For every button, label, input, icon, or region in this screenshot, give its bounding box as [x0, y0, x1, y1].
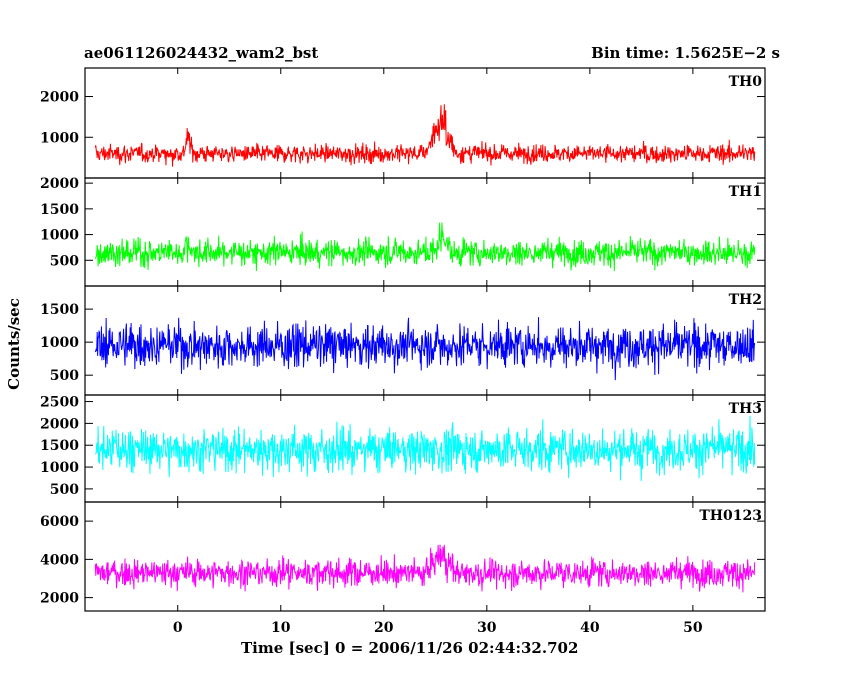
- series-th0: [94, 104, 756, 167]
- x-tick-label: 0: [173, 620, 183, 636]
- y-tick-label: 1000: [40, 335, 79, 351]
- series-th1: [94, 222, 756, 272]
- series-th3: [94, 415, 756, 482]
- panel-label: TH3: [729, 401, 762, 417]
- y-tick-label: 1000: [40, 130, 79, 146]
- y-tick-label: 500: [50, 368, 79, 384]
- y-tick-label: 2000: [40, 591, 79, 607]
- panel-th1: 500 1000 1500 2000 TH1: [40, 176, 766, 287]
- y-tick-label: 2000: [40, 176, 79, 192]
- panel-frame: [84, 177, 766, 287]
- panel-th0: 1000 2000 TH0: [40, 67, 766, 179]
- series-th2: [94, 317, 756, 381]
- y-axis-label: Counts/sec: [5, 298, 23, 390]
- y-tick-label: 6000: [40, 514, 79, 530]
- panel-label: TH1: [729, 184, 762, 200]
- y-tick-label: 500: [50, 482, 79, 498]
- x-tick-label: 20: [374, 620, 394, 636]
- bin-time-label: Bin time: 1.5625E−2 s: [591, 44, 780, 62]
- y-tick-label: 500: [50, 253, 79, 269]
- y-tick-label: 1000: [40, 228, 79, 244]
- y-tick-label: 2000: [40, 416, 79, 432]
- x-axis-label: Time [sec] 0 = 2006/11/26 02:44:32.702: [241, 639, 579, 657]
- y-tick-label: 2500: [40, 395, 79, 411]
- panel-label: TH2: [729, 292, 762, 308]
- panel-th3: 500 1000 1500 2000 2500 TH3: [40, 394, 766, 503]
- chart-title: ae061126024432_wam2_bst: [84, 44, 319, 62]
- y-tick-label: 1000: [40, 460, 79, 476]
- y-tick-label: 1500: [40, 302, 79, 318]
- panel-label: TH0: [729, 74, 763, 90]
- x-tick-label: 30: [477, 620, 497, 636]
- panel-frame: [84, 501, 766, 612]
- x-tick-label: 50: [683, 620, 703, 636]
- x-tick-label: 40: [580, 620, 600, 636]
- y-tick-label: 1500: [40, 438, 79, 454]
- panels-group: 1000 2000 TH0 500 1000 1500 2000 TH1 500 1000 1500…: [40, 67, 766, 612]
- y-tick-label: 2000: [40, 90, 79, 106]
- panel-th2: 500 1000 1500 TH2: [40, 285, 766, 396]
- x-tick-label: 10: [271, 620, 291, 636]
- y-tick-label: 4000: [40, 552, 79, 568]
- x-axis-ticks: 0 10 20 30 40 50: [173, 620, 703, 636]
- panel-label: TH0123: [699, 508, 762, 524]
- y-tick-label: 1500: [40, 202, 79, 218]
- panel-th0123: 2000 4000 6000 TH0123: [40, 501, 766, 612]
- series-th0123: [94, 544, 756, 593]
